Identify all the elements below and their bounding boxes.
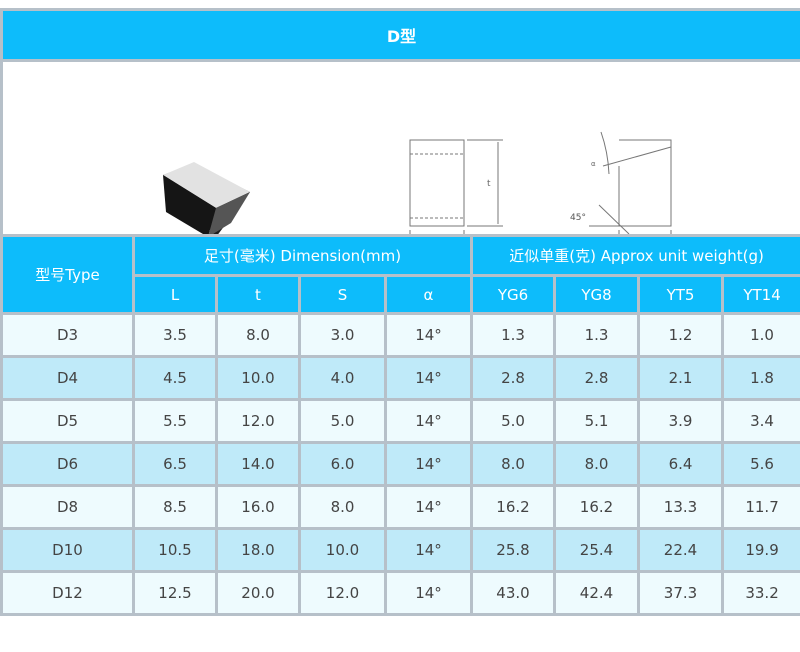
table-cell: 5.5 [132,398,218,444]
table-cell: 20.0 [215,570,301,616]
table-cell: 14° [384,441,473,487]
table-cell: 37.3 [637,570,724,616]
table-cell: 3.4 [720,398,800,444]
header-col-1: t [215,274,301,315]
table-cell: 25.4 [553,527,640,573]
table-row: D5 5.5 12.0 5.0 14° 5.0 5.1 3.9 3.4 [0,398,800,444]
header-col-7: YT14 [720,274,800,315]
table-cell: 25.8 [470,527,556,573]
table-cell: D8 [0,484,135,530]
header-type: 型号Type [0,234,135,315]
header-col-5: YG8 [553,274,640,315]
table-cell: 16.0 [215,484,301,530]
front-view-drawing [409,139,503,234]
header-col-2: S [298,274,387,315]
table-cell: 8.0 [215,312,301,358]
table-cell: 14° [384,398,473,444]
header-col-4: YG6 [470,274,556,315]
product-table-container: D型 t L [0,8,800,616]
table-cell: 6.0 [298,441,387,487]
insert-3d-image [163,162,250,234]
product-image-row: t L α 45° 1 4 s s [0,59,800,237]
header-col-3: α [384,274,473,315]
table-cell: 43.0 [470,570,556,616]
table-cell: 4.5 [132,355,218,401]
table-row: D6 6.5 14.0 6.0 14° 8.0 8.0 6.4 5.6 [0,441,800,487]
table-cell: 14° [384,570,473,616]
table-cell: 18.0 [215,527,301,573]
table-cell: 14° [384,484,473,530]
table-cell: 5.1 [553,398,640,444]
table-row: D4 4.5 10.0 4.0 14° 2.8 2.8 2.1 1.8 [0,355,800,401]
table-cell: 8.0 [470,441,556,487]
table-cell: 10.5 [132,527,218,573]
table-cell: 1.3 [553,312,640,358]
table-cell: 12.0 [298,570,387,616]
table-cell: 8.0 [298,484,387,530]
table-cell: 6.5 [132,441,218,487]
header-dimension: 足寸(毫米) Dimension(mm) [132,234,473,277]
table-cell: 2.8 [470,355,556,401]
table-cell: 3.9 [637,398,724,444]
spec-table: D型 t L [0,8,800,616]
label-45: 45° [570,213,586,223]
table-cell: 10.0 [215,355,301,401]
table-cell: 13.3 [637,484,724,530]
table-cell: 5.0 [298,398,387,444]
table-cell: 6.4 [637,441,724,487]
table-cell: D5 [0,398,135,444]
table-cell: D10 [0,527,135,573]
table-cell: 1.2 [637,312,724,358]
header-col-0: L [132,274,218,315]
table-cell: 5.0 [470,398,556,444]
table-cell: 33.2 [720,570,800,616]
header-col-6: YT5 [637,274,724,315]
table-cell: 1.0 [720,312,800,358]
table-cell: 10.0 [298,527,387,573]
table-cell: 8.0 [553,441,640,487]
header-weight: 近似单重(克) Approx unit weight(g) [469,234,800,277]
side-view-drawing [589,131,672,234]
table-row: D8 8.5 16.0 8.0 14° 16.2 16.2 13.3 11.7 [0,484,800,530]
table-cell: D3 [0,312,135,358]
table-cell: D12 [0,570,135,616]
label-t: t [487,179,491,189]
table-cell: 8.5 [132,484,218,530]
table-row: D3 3.5 8.0 3.0 14° 1.3 1.3 1.2 1.0 [0,312,800,358]
table-cell: 14° [384,312,473,358]
product-illustration: t L α 45° 1 4 s s [163,131,672,234]
table-cell: 1.3 [470,312,556,358]
label-alpha: α [591,160,596,168]
table-cell: D4 [0,355,135,401]
table-cell: 42.4 [553,570,640,616]
table-cell: 11.7 [720,484,800,530]
table-cell: 2.8 [553,355,640,401]
table-row: D12 12.5 20.0 12.0 14° 43.0 42.4 37.3 33.2 [0,570,800,616]
table-cell: 4.0 [298,355,387,401]
table-cell: 16.2 [470,484,556,530]
table-cell: 3.5 [132,312,218,358]
table-cell: 12.5 [132,570,218,616]
table-title: D型 [0,8,800,62]
table-row: D10 10.5 18.0 10.0 14° 25.8 25.4 22.4 19.9 [0,527,800,573]
table-cell: 5.6 [720,441,800,487]
table-cell: 16.2 [553,484,640,530]
table-cell: D6 [0,441,135,487]
table-cell: 12.0 [215,398,301,444]
table-cell: 14° [384,355,473,401]
table-cell: 3.0 [298,312,387,358]
table-cell: 14° [384,527,473,573]
table-cell: 14.0 [215,441,301,487]
table-cell: 22.4 [637,527,724,573]
table-cell: 1.8 [720,355,800,401]
table-cell: 2.1 [637,355,724,401]
table-cell: 19.9 [720,527,800,573]
